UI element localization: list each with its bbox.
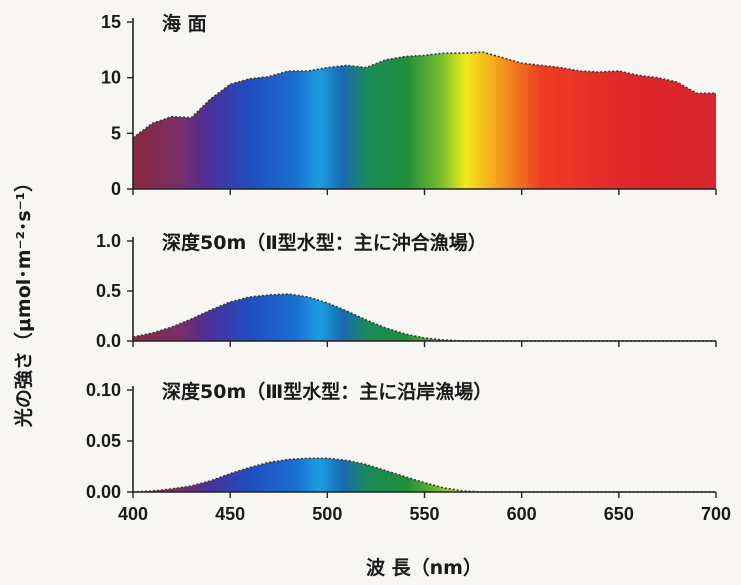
panel-title: 海 面 <box>162 12 207 35</box>
x-tick-label: 500 <box>312 504 342 524</box>
x-tick-label: 600 <box>507 504 537 524</box>
spectrum-area-1 <box>133 52 716 189</box>
x-axis-label: 波 長（nm） <box>366 556 482 579</box>
y-tick-label: 1.0 <box>96 231 121 251</box>
y-tick-label: 0.5 <box>96 281 121 301</box>
x-tick-label: 400 <box>118 504 148 524</box>
spectrum-curve-1 <box>132 51 716 139</box>
x-tick-label: 550 <box>409 504 439 524</box>
panel-title: 深度50m（Ⅱ型水型：主に沖合漁場） <box>162 231 487 254</box>
x-tick-label: 700 <box>701 504 731 524</box>
y-tick-label: 0.0 <box>96 331 121 351</box>
panel-title: 深度50m（Ⅲ型水型：主に沿岸漁場） <box>162 380 492 403</box>
spectrum-area-2 <box>133 294 716 341</box>
y-tick-label: 0.10 <box>86 380 121 400</box>
x-tick-label: 650 <box>604 504 634 524</box>
y-tick-label: 15 <box>101 12 121 32</box>
chart-panel-1: 0 5 10 15 海 面 <box>101 12 717 199</box>
x-tick-label: 450 <box>215 504 245 524</box>
chart-panel-3: 0.00 0.05 0.10 深度50m（Ⅲ型水型：主に沿岸漁場） <box>86 380 717 502</box>
chart-panel-2: 0.0 0.5 1.0 深度50m（Ⅱ型水型：主に沖合漁場） <box>96 231 717 351</box>
y-tick-label: 0.05 <box>86 431 121 451</box>
y-axis-label: 光の強さ（μmol･m⁻²･s⁻¹） <box>12 173 35 428</box>
y-tick-label: 5 <box>111 123 121 143</box>
y-tick-label: 0 <box>111 179 121 199</box>
spectrum-area-3 <box>133 458 716 492</box>
y-tick-label: 0.00 <box>86 482 121 502</box>
y-tick-label: 10 <box>101 68 121 88</box>
